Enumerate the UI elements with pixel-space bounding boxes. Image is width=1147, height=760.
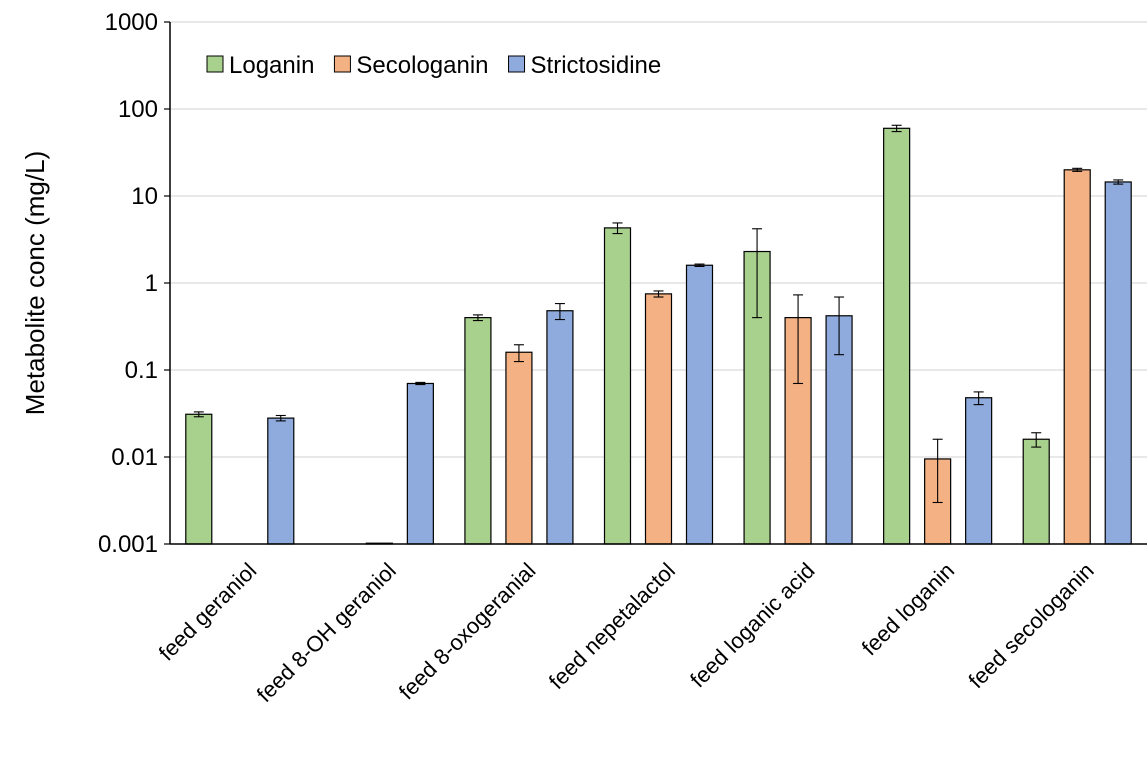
x-category-label: feed nepetalactol (544, 558, 680, 694)
bar-strictosidine-2 (546, 310, 574, 545)
bar-loganin-2 (464, 317, 492, 545)
y-tick-label: 1 (145, 270, 158, 297)
bar-loganin-0 (185, 413, 213, 545)
bar-secologanin-2 (505, 351, 533, 545)
x-category-label: feed loganic acid (685, 558, 819, 692)
bar-strictosidine-6 (1104, 181, 1132, 545)
bar-strictosidine-1 (406, 382, 434, 545)
bar-loganin-6 (1022, 438, 1050, 545)
x-category-label: feed secologanin (963, 558, 1098, 693)
legend-label-loganin: Loganin (229, 52, 314, 79)
legend: Loganin Secologanin Strictosidine (206, 52, 662, 79)
legend-swatch-strictosidine (508, 55, 526, 73)
legend-swatch-secologanin (333, 55, 351, 73)
x-category-label: feed 8-oxogeranial (394, 558, 541, 705)
x-category-label: feed 8-OH geraniol (252, 558, 401, 707)
bar-secologanin-3 (644, 293, 673, 545)
bar-loganin-3 (603, 227, 632, 545)
legend-label-secologanin: Secologanin (356, 52, 488, 79)
y-axis-title: Metabolite conc (mg/L) (20, 151, 50, 415)
legend-label-strictosidine: Strictosidine (531, 52, 662, 79)
bars (185, 124, 1132, 545)
y-tick-label: 100 (118, 96, 158, 123)
y-tick-label: 0.01 (111, 444, 158, 471)
bar-strictosidine-5 (965, 397, 993, 545)
y-tick-labels: 0.001 0.01 0.1 1 10 100 1000 (98, 9, 170, 558)
y-tick-label: 1000 (105, 9, 158, 36)
bar-strictosidine-3 (685, 264, 714, 545)
bar-loganin-5 (883, 127, 911, 545)
y-tick-label: 0.001 (98, 531, 158, 558)
x-category-label: feed loganin (857, 558, 959, 660)
legend-swatch-loganin (206, 55, 224, 73)
y-tick-label: 0.1 (125, 357, 158, 384)
x-category-label: feed geraniol (154, 558, 262, 666)
y-tick-label: 10 (131, 183, 158, 210)
bar-strictosidine-0 (267, 417, 295, 545)
bar-secologanin-6 (1063, 169, 1091, 545)
